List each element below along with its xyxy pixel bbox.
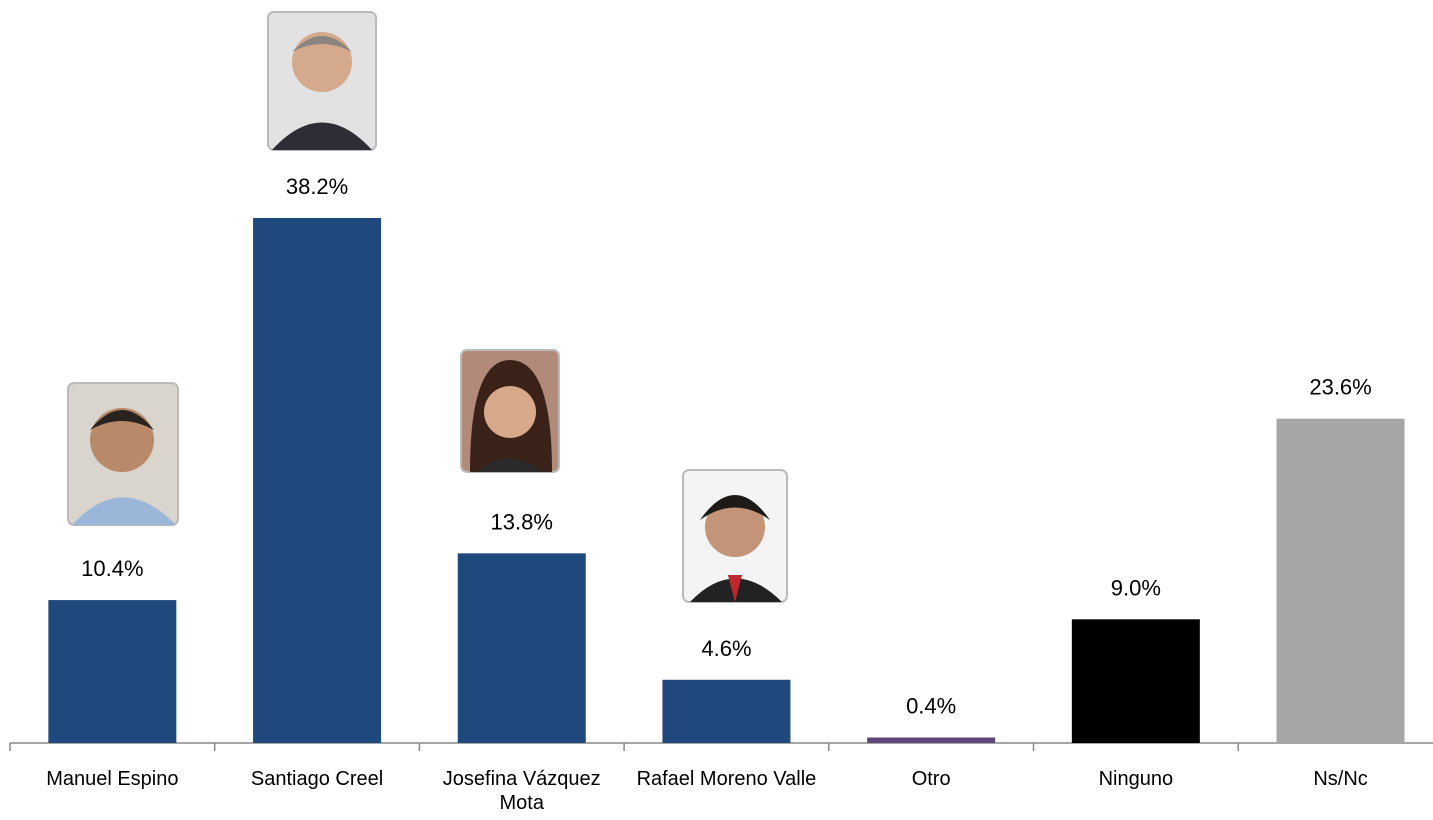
photo: [682, 469, 788, 603]
data-label: 4.6%: [701, 636, 751, 661]
data-label: 38.2%: [286, 174, 348, 199]
x-tick-label: Otro: [911, 768, 951, 790]
bar: [253, 218, 382, 743]
photo: [67, 382, 179, 526]
x-tick-label: Santiago Creel: [250, 768, 384, 790]
bar: [1276, 418, 1405, 743]
data-label: 9.0%: [1111, 575, 1161, 600]
bar: [1071, 619, 1200, 743]
x-tick-label: Josefina Vázquez Mota: [442, 768, 601, 814]
bar: [867, 737, 996, 743]
photo: [267, 11, 377, 151]
x-tick-label: Ninguno: [1098, 768, 1174, 790]
data-label: 10.4%: [81, 556, 143, 581]
x-tick-label: Manuel Espino: [46, 768, 179, 790]
data-label: 13.8%: [491, 509, 553, 534]
photos: [67, 11, 788, 603]
bar: [662, 679, 791, 743]
photo: [460, 349, 560, 473]
data-label: 23.6%: [1309, 375, 1371, 400]
x-tick-label: Ns/Nc: [1313, 768, 1368, 790]
data-label: 0.4%: [906, 694, 956, 719]
bar: [457, 553, 586, 743]
bar: [48, 600, 177, 743]
x-tick-label: Rafael Moreno Valle: [636, 768, 817, 790]
